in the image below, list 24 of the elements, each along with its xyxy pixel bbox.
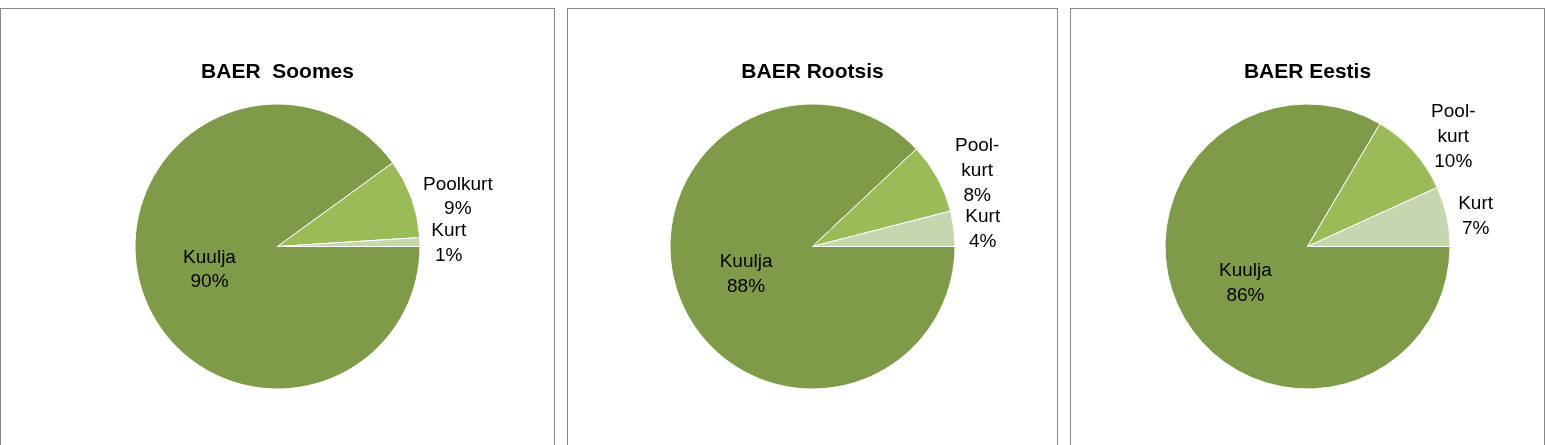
slice-label: Kurt xyxy=(1458,192,1494,214)
pie-slice xyxy=(134,103,421,390)
data-label: 8% xyxy=(963,183,991,205)
slice-label: Pool-kurt xyxy=(954,134,1000,181)
chart-title: BAER Rootsis xyxy=(741,58,884,82)
data-label: 7% xyxy=(1461,217,1490,239)
data-label: 86% xyxy=(1226,283,1265,305)
slice-label: Kurt xyxy=(431,219,467,241)
pie-slice xyxy=(812,148,952,247)
data-label: 88% xyxy=(727,274,766,296)
slice-label: Pool-kurt xyxy=(1431,100,1476,147)
chart-title: BAER Eestis xyxy=(1243,58,1372,82)
slice-label: Poolkurt xyxy=(423,172,494,194)
data-label: 1% xyxy=(435,243,463,265)
slice-label: Kuulja xyxy=(183,245,237,267)
slice-label: Kuulja xyxy=(719,249,773,271)
pie-slice xyxy=(669,103,956,390)
slice-label: Kuulja xyxy=(1218,258,1273,280)
data-label: 4% xyxy=(969,230,997,252)
data-label: 9% xyxy=(444,197,472,219)
data-label: 90% xyxy=(190,270,229,292)
slice-label: Kurt xyxy=(965,205,1001,227)
chart-title: BAER Soomes xyxy=(201,58,354,82)
data-label: 10% xyxy=(1434,149,1473,171)
